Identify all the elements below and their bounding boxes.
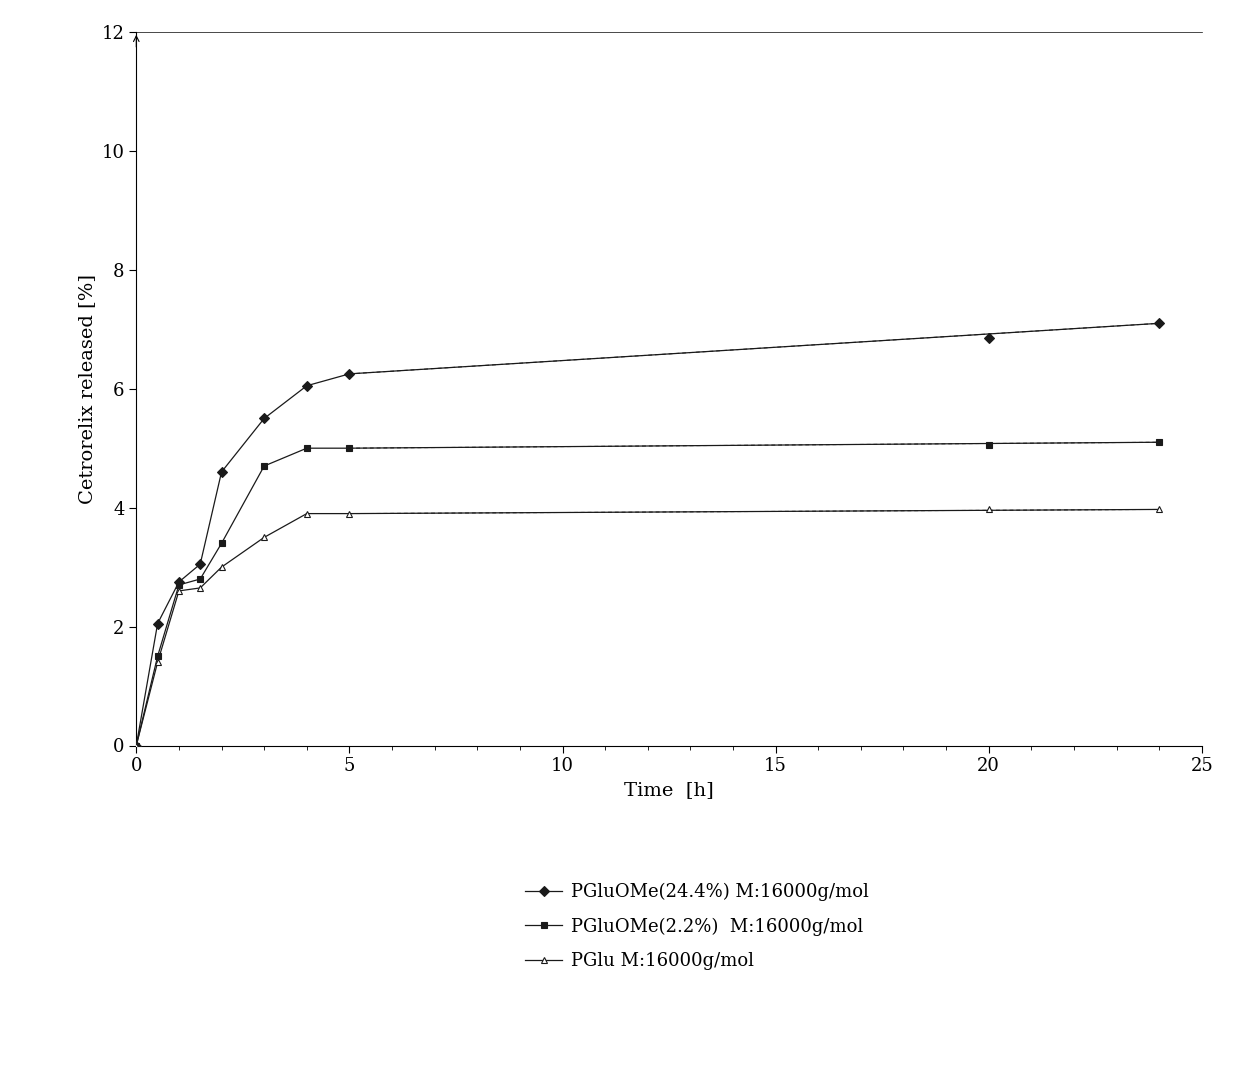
X-axis label: Time  [h]: Time [h] [624,781,714,799]
PGluOMe(24.4%) M:16000g/mol [129,739,144,752]
Line: PGlu M:16000g/mol: PGlu M:16000g/mol [133,506,1162,749]
PGlu M:16000g/mol [256,531,271,544]
Line: PGluOMe(24.4%) M:16000g/mol: PGluOMe(24.4%) M:16000g/mol [133,320,1162,749]
Legend: PGluOMe(24.4%) M:16000g/mol, PGluOMe(2.2%)  M:16000g/mol, PGlu M:16000g/mol: PGluOMe(24.4%) M:16000g/mol, PGluOMe(2.2… [518,875,876,978]
PGlu M:16000g/mol [300,507,315,520]
PGluOMe(2.2%)  M:16000g/mol [300,442,315,455]
PGluOMe(24.4%) M:16000g/mol [214,465,229,478]
PGluOMe(2.2%)  M:16000g/mol [256,460,271,473]
PGluOMe(2.2%)  M:16000g/mol [171,578,186,591]
Y-axis label: Cetrorelix released [%]: Cetrorelix released [%] [78,274,95,504]
PGluOMe(2.2%)  M:16000g/mol [150,650,165,662]
PGlu M:16000g/mol [129,739,144,752]
PGlu M:16000g/mol [150,656,165,669]
PGlu M:16000g/mol [1152,503,1167,515]
PGluOMe(24.4%) M:16000g/mol [300,379,315,392]
PGluOMe(2.2%)  M:16000g/mol [214,537,229,550]
PGlu M:16000g/mol [214,560,229,573]
PGluOMe(24.4%) M:16000g/mol [171,575,186,588]
PGlu M:16000g/mol [193,581,208,594]
PGluOMe(24.4%) M:16000g/mol [342,367,357,380]
PGluOMe(24.4%) M:16000g/mol [193,558,208,571]
PGluOMe(24.4%) M:16000g/mol [1152,317,1167,330]
PGluOMe(2.2%)  M:16000g/mol [1152,436,1167,448]
PGluOMe(2.2%)  M:16000g/mol [342,442,357,455]
PGluOMe(2.2%)  M:16000g/mol [193,573,208,586]
PGlu M:16000g/mol [171,585,186,597]
Line: PGluOMe(2.2%)  M:16000g/mol: PGluOMe(2.2%) M:16000g/mol [133,439,1162,749]
PGluOMe(2.2%)  M:16000g/mol [129,739,144,752]
PGlu M:16000g/mol [342,507,357,520]
PGluOMe(24.4%) M:16000g/mol [256,412,271,425]
PGluOMe(24.4%) M:16000g/mol [150,618,165,630]
